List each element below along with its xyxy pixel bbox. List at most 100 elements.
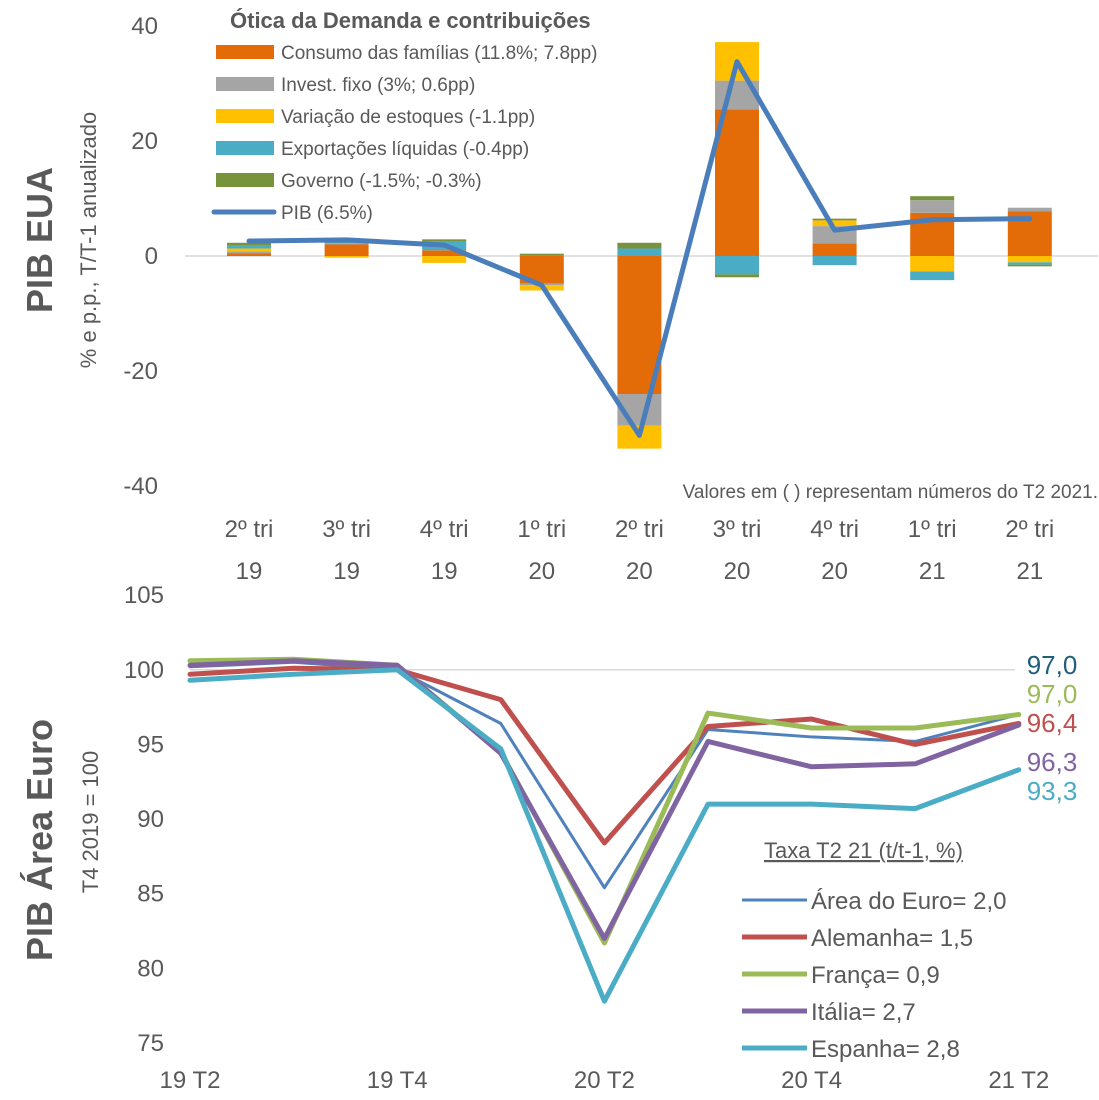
top-x-tick-label: 4º tri: [420, 516, 469, 543]
top-bar-segment: [1007, 207, 1052, 212]
bottom-y-tick-label: 85: [137, 881, 164, 908]
top-x-tick-label: 3º tri: [713, 516, 762, 543]
top-x-tick-labels: 2º tri 19 3º tri 19 4º tri 19 1º tri 20 2º tri 20…: [225, 516, 1055, 585]
top-bar-segment: [812, 256, 857, 266]
top-gdp-line-path: [246, 59, 1033, 438]
top-legend-swatch: [216, 109, 274, 123]
top-chart-note: Valores em ( ) representam números do T2…: [683, 482, 1098, 503]
bottom-x-tick-labels: 19 T2 19 T4 20 T2 20 T4 21 T2: [160, 1067, 1050, 1094]
top-bar-segment: [227, 248, 271, 252]
top-bar-segment: [422, 250, 467, 256]
bottom-x-tick-label: 21 T2: [988, 1067, 1049, 1094]
top-legend: Consumo das famílias (11.8%; 7.8pp) Inves…: [211, 43, 597, 224]
bottom-y-tick-label: 75: [137, 1030, 164, 1057]
top-x-tick-label: 2º tri: [615, 516, 664, 543]
top-bar-segment: [227, 253, 271, 256]
top-y-tick-label: -40: [123, 473, 158, 500]
top-bar-segment: [519, 255, 564, 256]
top-bar-segment: [617, 248, 662, 256]
bottom-y-axis-label: T4 2019 = 100: [78, 751, 103, 894]
top-chart-title: Ótica da Demanda e contribuições: [230, 8, 591, 33]
top-x-tick-label: 20: [724, 558, 751, 585]
top-x-tick-label: 21: [1016, 558, 1043, 585]
top-y-tick-label: 0: [145, 243, 158, 270]
top-legend-label: Governo (-1.5%; -0.3%): [281, 171, 482, 192]
top-x-tick-label: 1º tri: [908, 516, 957, 543]
top-y-axis-label: % e p.p., T/T-1 anualizado: [76, 112, 101, 368]
top-x-tick-label: 20: [626, 558, 653, 585]
bottom-series-line: [187, 667, 1022, 1004]
top-x-tick-label: 20: [528, 558, 555, 585]
top-bar-segment: [324, 256, 369, 258]
bottom-series-line: [187, 658, 1022, 941]
bottom-end-label: 93,3: [1027, 776, 1078, 806]
bottom-end-labels: 97,097,096,496,393,3: [1027, 650, 1078, 806]
top-bar-segment: [715, 109, 759, 256]
bottom-x-tick-label: 20 T4: [781, 1067, 842, 1094]
top-y-tick-label: 40: [131, 13, 158, 40]
top-x-tick-label: 19: [236, 558, 263, 585]
top-gdp-line: [246, 59, 1033, 438]
bottom-end-label: 97,0: [1027, 650, 1078, 680]
top-bar-segment: [422, 256, 467, 263]
top-bar-segment: [324, 244, 369, 256]
top-bar-segment: [1007, 264, 1052, 267]
top-legend-label: Variação de estoques (-1.1pp): [281, 107, 535, 128]
top-bar-segment: [617, 242, 662, 249]
bottom-x-tick-label: 19 T4: [367, 1067, 428, 1094]
top-legend-swatch: [216, 77, 274, 91]
bottom-legend-label: Espanha= 2,8: [811, 1036, 960, 1063]
top-bar-segment: [715, 256, 759, 275]
us-gdp-chart: PIB EUA % e p.p., T/T-1 anualizado -40 -2…: [19, 8, 1098, 585]
top-bar-segment: [812, 220, 857, 227]
bottom-series-lines: [187, 656, 1022, 1004]
bottom-end-label: 96,4: [1027, 708, 1078, 738]
top-bars: [227, 42, 1052, 449]
top-bar-segment: [715, 274, 759, 278]
top-legend-swatch: [216, 141, 274, 155]
top-bar-segment: [910, 196, 955, 201]
euro-area-gdp-chart: PIB Área Euro T4 2019 = 100 75 80 85 90 95 10…: [19, 582, 1077, 1094]
top-bar-segment: [910, 256, 955, 272]
bottom-end-label: 96,3: [1027, 747, 1078, 777]
top-bar-segment: [812, 243, 857, 256]
top-x-tick-label: 2º tri: [1005, 516, 1054, 543]
bottom-y-tick-label: 100: [124, 657, 164, 684]
top-bar-segment: [324, 241, 369, 244]
top-legend-label: Consumo das famílias (11.8%; 7.8pp): [281, 43, 597, 64]
top-legend-label: PIB (6.5%): [281, 203, 373, 224]
top-bar-segment: [910, 200, 955, 213]
bottom-y-tick-label: 105: [124, 582, 164, 609]
top-y-tick-labels: -40 -20 0 20 40: [123, 13, 158, 500]
top-x-tick-label: 19: [333, 558, 360, 585]
bottom-legend-label: Alemanha= 1,5: [811, 925, 973, 952]
top-bar-segment: [519, 253, 564, 256]
bottom-legend-label: França= 0,9: [811, 962, 940, 989]
top-legend-swatch: [216, 173, 274, 187]
top-y-tick-label: 20: [131, 128, 158, 155]
bottom-y-tick-labels: 75 80 85 90 95 100 105: [124, 582, 164, 1057]
top-x-tick-label: 20: [821, 558, 848, 585]
top-x-tick-label: 3º tri: [322, 516, 371, 543]
bottom-series-line: [187, 665, 1022, 846]
bottom-x-tick-label: 19 T2: [160, 1067, 221, 1094]
bottom-side-title: PIB Área Euro: [19, 719, 60, 961]
top-bar-segment: [324, 243, 369, 245]
bottom-legend: Área do Euro= 2,0 Alemanha= 1,5 França= 0,…: [742, 888, 1006, 1063]
top-bar-segment: [227, 245, 271, 249]
top-bar-segment: [227, 242, 271, 246]
top-x-tick-label: 21: [919, 558, 946, 585]
top-x-tick-label: 19: [431, 558, 458, 585]
top-bar-segment: [227, 251, 271, 254]
bottom-y-tick-label: 80: [137, 955, 164, 982]
bottom-x-tick-label: 20 T2: [574, 1067, 635, 1094]
bottom-legend-label: Itália= 2,7: [811, 999, 916, 1026]
top-legend-swatch: [216, 45, 274, 59]
bottom-legend-title: Taxa T2 21 (t/t-1, %): [764, 838, 963, 863]
top-legend-label: Invest. fixo (3%; 0.6pp): [281, 75, 475, 96]
top-legend-label: Exportações líquidas (-0.4pp): [281, 139, 529, 160]
bottom-legend-label: Área do Euro= 2,0: [811, 888, 1006, 915]
top-bar-segment: [910, 271, 955, 281]
bottom-y-tick-label: 95: [137, 731, 164, 758]
